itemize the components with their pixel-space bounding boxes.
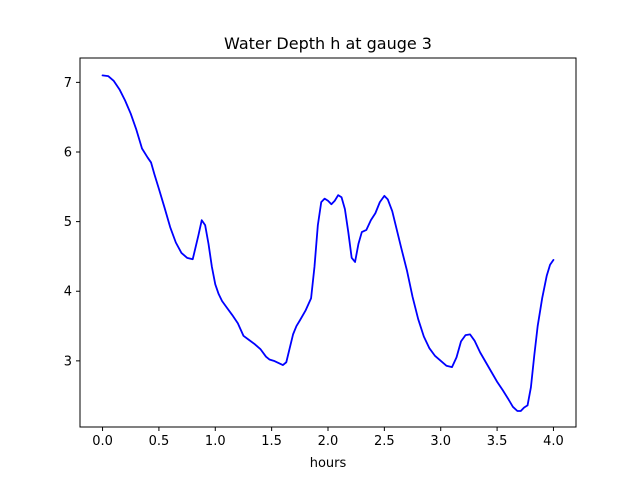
- y-tick-label: 6: [64, 145, 72, 160]
- x-tick-label: 3.0: [430, 434, 451, 449]
- x-axis-label: hours: [310, 456, 347, 471]
- y-tick-label: 5: [64, 215, 72, 230]
- y-tick-label: 3: [64, 354, 72, 369]
- y-tick-label: 4: [64, 285, 72, 300]
- x-tick-label: 2.5: [374, 434, 395, 449]
- x-tick-label: 0.0: [92, 434, 113, 449]
- x-tick-label: 4.0: [543, 434, 564, 449]
- y-axis: 3 4 5 6 7: [64, 76, 80, 369]
- x-axis: 0.0 0.5 1.0 1.5 2.0 2.5 3.0 3.5 4.0: [92, 427, 564, 449]
- x-tick-label: 3.5: [487, 434, 508, 449]
- x-tick-label: 1.0: [205, 434, 226, 449]
- series-line-0: [101, 74, 555, 412]
- x-tick-label: 0.5: [149, 434, 170, 449]
- x-tick-label: 2.0: [318, 434, 339, 449]
- y-tick-label: 7: [64, 76, 72, 91]
- chart-title: Water Depth h at gauge 3: [224, 34, 432, 53]
- x-tick-label: 1.5: [261, 434, 282, 449]
